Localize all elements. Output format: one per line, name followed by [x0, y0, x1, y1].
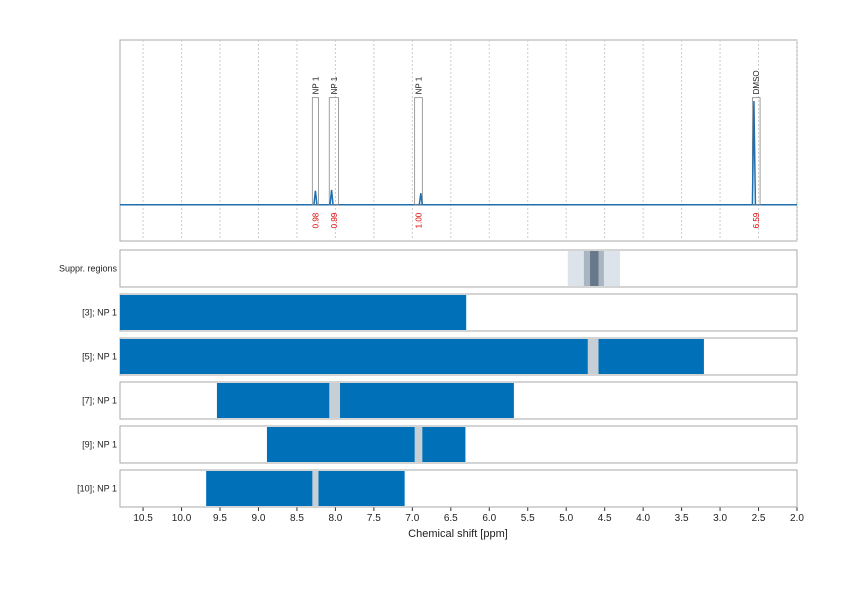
region-label: NP 1: [311, 76, 320, 94]
range-bar: [266, 427, 466, 462]
range-bar: [206, 471, 405, 506]
row-panel: [119, 381, 798, 420]
row-label: [10]; NP 1: [77, 484, 117, 494]
row-label: [9]; NP 1: [82, 440, 117, 450]
integration-region: [328, 97, 339, 206]
x-tick-label: 3.5: [675, 513, 689, 524]
integral-label: 0.98: [311, 212, 320, 228]
peak: [313, 190, 318, 205]
range-bar: [120, 295, 467, 330]
integration-region: [414, 97, 423, 206]
peak: [751, 100, 757, 205]
x-tick-label: 2.5: [752, 513, 766, 524]
row-label: [3]; NP 1: [82, 308, 117, 318]
x-tick-label: 8.0: [328, 513, 342, 524]
x-tick-label: 9.5: [213, 513, 227, 524]
row-label: [5]; NP 1: [82, 352, 117, 362]
range-bar: [216, 383, 514, 418]
row-panel: [119, 469, 798, 508]
row-label: Suppr. regions: [59, 264, 118, 274]
x-tick-label: 10.5: [133, 513, 153, 524]
range-gap: [414, 427, 423, 462]
range-bar: [120, 339, 704, 374]
x-tick-label: 5.5: [521, 513, 535, 524]
x-tick-label: 7.0: [405, 513, 419, 524]
suppression-band: [590, 251, 599, 286]
integral-label: 0.99: [330, 212, 339, 228]
peak: [329, 189, 334, 205]
integral-label: 6.59: [752, 212, 761, 228]
peak: [418, 193, 424, 205]
x-tick-label: 6.0: [482, 513, 496, 524]
row-label: [7]; NP 1: [82, 396, 117, 406]
suppression-panel: [119, 249, 798, 288]
x-axis-label: Chemical shift [ppm]: [408, 528, 508, 540]
integration-region: [311, 97, 319, 206]
range-gap: [312, 471, 319, 506]
x-tick-label: 2.0: [790, 513, 804, 524]
integration-region: [751, 97, 761, 206]
spectrum-panel: [119, 39, 798, 242]
x-tick-label: 9.0: [252, 513, 266, 524]
range-gap: [587, 339, 599, 374]
integral-label: 1.00: [414, 212, 423, 228]
x-tick-label: 3.0: [713, 513, 727, 524]
region-label: DMSO: [752, 70, 761, 94]
x-tick-label: 5.0: [559, 513, 573, 524]
x-tick-label: 7.5: [367, 513, 381, 524]
x-tick-label: 6.5: [444, 513, 458, 524]
x-tick-label: 8.5: [290, 513, 304, 524]
region-label: NP 1: [330, 76, 339, 94]
x-tick-label: 10.0: [172, 513, 192, 524]
region-label: NP 1: [414, 76, 423, 94]
x-tick-label: 4.5: [598, 513, 612, 524]
x-tick-label: 4.0: [636, 513, 650, 524]
row-panel: [119, 425, 798, 464]
range-gap: [329, 383, 341, 418]
